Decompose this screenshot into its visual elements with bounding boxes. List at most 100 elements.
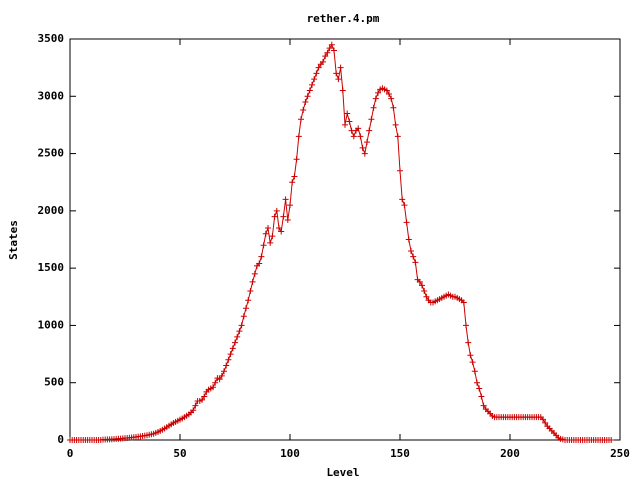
x-tick-label: 0 bbox=[67, 447, 74, 460]
data-point bbox=[271, 213, 278, 220]
data-point bbox=[419, 282, 425, 289]
data-point bbox=[346, 118, 353, 125]
data-point bbox=[262, 230, 269, 237]
data-point bbox=[350, 133, 357, 140]
data-point bbox=[218, 372, 225, 379]
data-point bbox=[608, 437, 615, 443]
data-point bbox=[465, 339, 472, 346]
data-point bbox=[289, 179, 296, 186]
y-tick-label: 3000 bbox=[38, 89, 65, 102]
data-point bbox=[243, 305, 249, 312]
y-tick-label: 2000 bbox=[38, 204, 65, 217]
data-point bbox=[236, 328, 243, 335]
data-point bbox=[320, 58, 326, 65]
data-point bbox=[223, 362, 230, 369]
data-point bbox=[227, 351, 234, 358]
data-point bbox=[199, 396, 205, 403]
data-point bbox=[192, 402, 199, 409]
data-point bbox=[335, 76, 342, 83]
data-point bbox=[322, 53, 329, 60]
data-point bbox=[247, 288, 254, 295]
data-point bbox=[416, 278, 423, 285]
data-point bbox=[280, 213, 287, 220]
data-point bbox=[331, 47, 337, 54]
y-tick-label: 1500 bbox=[38, 261, 65, 274]
data-point bbox=[471, 368, 478, 375]
data-point bbox=[251, 270, 258, 277]
data-point bbox=[245, 297, 252, 304]
data-point bbox=[410, 253, 417, 260]
data-point bbox=[370, 104, 377, 111]
data-point bbox=[368, 116, 375, 123]
data-point bbox=[467, 352, 474, 359]
data-point bbox=[212, 379, 219, 386]
x-tick-label: 100 bbox=[280, 447, 300, 460]
data-point bbox=[232, 339, 238, 346]
data-point bbox=[313, 70, 320, 77]
data-point bbox=[240, 313, 247, 320]
data-point bbox=[342, 121, 348, 128]
data-point bbox=[474, 379, 480, 386]
data-point bbox=[333, 70, 340, 77]
data-point bbox=[311, 76, 318, 83]
data-point bbox=[366, 127, 373, 134]
y-tick-label: 2500 bbox=[38, 147, 65, 160]
data-point bbox=[315, 64, 322, 71]
plot-border bbox=[69, 38, 621, 441]
data-point bbox=[421, 288, 428, 295]
data-point bbox=[397, 167, 403, 174]
data-point bbox=[221, 368, 227, 375]
data-point bbox=[276, 225, 282, 232]
data-point bbox=[460, 299, 467, 306]
data-point bbox=[463, 322, 469, 329]
data-point bbox=[216, 376, 223, 383]
data-point bbox=[265, 225, 271, 232]
data-point bbox=[364, 139, 370, 146]
data-point bbox=[394, 133, 401, 140]
data-point bbox=[278, 228, 285, 235]
y-tick-label: 1000 bbox=[38, 318, 65, 331]
data-point bbox=[372, 95, 379, 102]
data-point bbox=[229, 345, 236, 352]
data-point bbox=[383, 87, 390, 94]
data-point bbox=[375, 89, 381, 96]
data-point bbox=[357, 133, 364, 140]
data-point bbox=[309, 81, 315, 88]
data-point bbox=[267, 239, 274, 246]
data-point bbox=[306, 87, 313, 94]
data-point bbox=[238, 322, 245, 329]
data-point bbox=[401, 202, 408, 209]
data-point bbox=[386, 90, 392, 97]
data-point bbox=[201, 393, 208, 400]
data-point bbox=[392, 121, 399, 128]
data-point bbox=[355, 125, 362, 132]
data-point bbox=[359, 144, 366, 151]
data-point bbox=[344, 110, 351, 117]
x-tick-label: 200 bbox=[500, 447, 520, 460]
data-point bbox=[293, 156, 300, 163]
data-point bbox=[478, 393, 485, 400]
data-point bbox=[542, 419, 549, 426]
data-point bbox=[284, 217, 291, 224]
data-point bbox=[408, 247, 414, 254]
y-axis-label: States bbox=[7, 220, 20, 260]
data-point bbox=[269, 233, 276, 240]
x-tick-label: 50 bbox=[173, 447, 186, 460]
data-point bbox=[540, 416, 546, 423]
x-tick-label: 150 bbox=[390, 447, 410, 460]
data-point bbox=[337, 64, 344, 71]
data-point bbox=[328, 41, 335, 48]
x-axis-label: Level bbox=[326, 466, 359, 479]
data-point bbox=[399, 196, 406, 203]
data-point bbox=[412, 259, 419, 266]
data-point bbox=[258, 253, 265, 260]
data-point bbox=[476, 385, 483, 392]
data-point bbox=[249, 278, 256, 285]
data-point bbox=[388, 95, 395, 102]
data-point bbox=[300, 107, 307, 114]
data-point bbox=[390, 104, 397, 111]
data-point bbox=[304, 93, 311, 100]
data-point bbox=[405, 236, 412, 243]
